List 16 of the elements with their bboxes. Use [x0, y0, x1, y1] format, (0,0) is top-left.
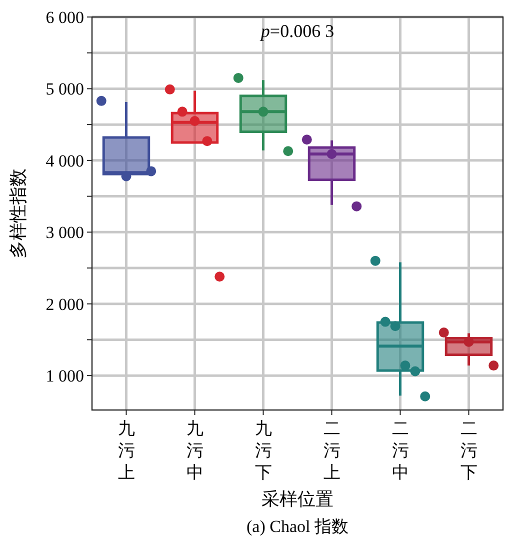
y-tick-label: 3 000: [46, 223, 84, 242]
x-axis-title: 采样位置: [262, 489, 334, 509]
x-tick-label: 九污下: [254, 419, 272, 482]
x-tick-label: 二污下: [460, 419, 478, 482]
text: (a) Chaol 指数: [246, 517, 348, 536]
y-axis-title: 多样性指数: [8, 168, 28, 258]
x-tick-label: 二污中: [392, 419, 409, 482]
y-tick-label: 2 000: [46, 294, 84, 314]
x-tick-label: 二污上: [323, 419, 340, 482]
y-tick-label: 4 000: [46, 151, 84, 170]
y-tick-label: 5 000: [46, 80, 84, 99]
x-tick-label: 九污上: [118, 419, 135, 482]
y-tick-label: 6 000: [46, 8, 84, 27]
y-tick-label: 1 000: [46, 366, 84, 386]
x-tick-label: 九污中: [186, 419, 204, 482]
annotation: p=0.006 3: [258, 21, 334, 41]
